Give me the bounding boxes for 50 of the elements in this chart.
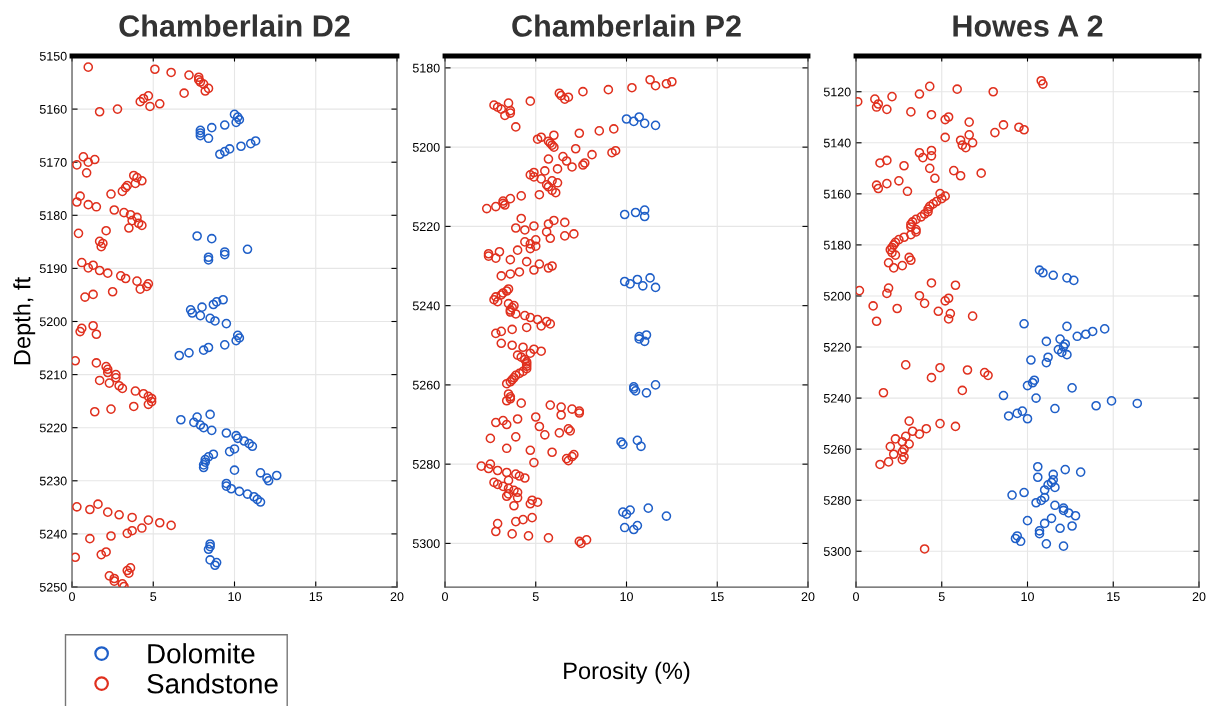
x-tick-label: 10 — [228, 592, 241, 602]
x-tick-label: 5 — [532, 592, 539, 602]
x-tick-label: 0 — [69, 592, 75, 602]
y-tick-label: 5240 — [412, 301, 440, 311]
y-tick-label: 5220 — [823, 342, 851, 352]
y-tick-label: 5160 — [39, 104, 67, 114]
y-tick-label: 5200 — [412, 142, 440, 152]
y-tick-label: 5180 — [412, 63, 440, 73]
y-tick-label: 5260 — [412, 380, 440, 390]
y-tick-label: 5300 — [412, 539, 440, 549]
x-tick-label: 20 — [801, 592, 815, 602]
chart-title: Chamberlain D2 — [119, 14, 350, 37]
y-tick-label: 5200 — [39, 317, 67, 327]
x-tick-label: 5 — [938, 592, 945, 602]
x-tick-label: 20 — [390, 592, 404, 602]
y-tick-label: 5240 — [823, 393, 851, 403]
y-tick-label: 5280 — [823, 496, 851, 505]
chart-title: Howes A 2 — [953, 15, 1103, 37]
x-tick-label: 15 — [1107, 592, 1120, 602]
chart-title: Chamberlain P2 — [512, 14, 741, 37]
y-tick-label: 5160 — [823, 189, 851, 199]
x-tick-label: 0 — [853, 592, 859, 602]
y-tick-label: 5180 — [39, 211, 67, 220]
x-axis-title: Porosity (%) — [564, 661, 690, 684]
y-tick-label: 5170 — [39, 158, 67, 167]
y-tick-label: 5260 — [823, 444, 851, 454]
x-tick-label: 10 — [1021, 592, 1034, 602]
legend-label: Sandstone — [147, 673, 278, 694]
x-tick-label: 10 — [620, 592, 633, 602]
x-tick-label: 20 — [1192, 592, 1206, 602]
x-tick-label: 0 — [442, 592, 448, 602]
y-tick-label: 5150 — [39, 51, 67, 61]
x-tick-label: 15 — [711, 592, 724, 602]
y-tick-label: 5230 — [39, 476, 67, 486]
y-tick-label: 5200 — [823, 291, 851, 301]
y-tick-label: 5210 — [39, 370, 67, 380]
y-tick-label: 5240 — [39, 529, 67, 539]
y-tick-label: 5300 — [823, 547, 851, 556]
x-tick-label: 5 — [150, 592, 157, 602]
legend-label: Dolomite — [148, 643, 255, 664]
y-tick-label: 5280 — [412, 459, 440, 469]
y-tick-label: 5250 — [39, 582, 67, 592]
x-tick-label: 15 — [309, 592, 323, 602]
y-tick-label: 5190 — [39, 264, 67, 274]
y-tick-label: 5180 — [823, 240, 851, 250]
y-tick-label: 5220 — [39, 423, 67, 433]
y-tick-label: 5140 — [823, 138, 851, 148]
y-tick-label: 5220 — [412, 222, 440, 232]
y-axis-title: Depth, ft — [13, 277, 36, 365]
y-tick-label: 5120 — [823, 87, 851, 97]
